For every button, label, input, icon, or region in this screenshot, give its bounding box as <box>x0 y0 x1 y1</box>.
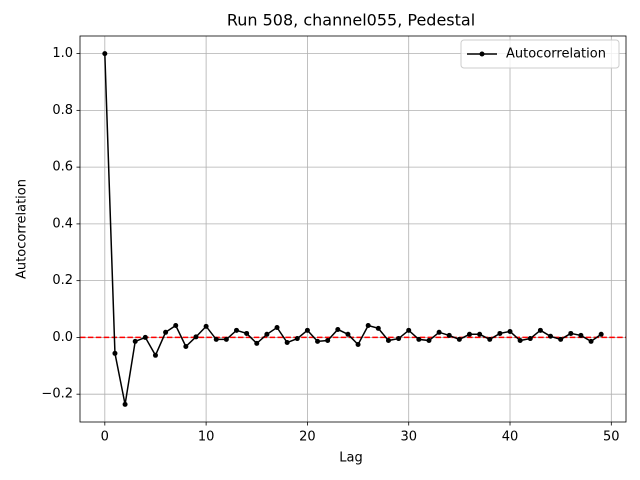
data-point <box>163 329 169 335</box>
data-point <box>304 327 310 333</box>
data-point <box>517 338 523 344</box>
chart-title: Run 508, channel055, Pedestal <box>227 11 475 30</box>
data-point <box>385 338 391 344</box>
data-point <box>406 327 412 333</box>
data-point <box>102 51 108 57</box>
x-tick-label: 50 <box>603 430 620 445</box>
plot-frame <box>79 35 627 423</box>
data-point <box>578 332 584 338</box>
y-tick-label: −0.2 <box>41 387 73 402</box>
data-point <box>152 352 158 358</box>
x-axis-label: Lag <box>339 451 362 466</box>
data-point <box>284 340 290 346</box>
y-axis-label: Autocorrelation <box>15 179 30 279</box>
data-point <box>223 336 229 342</box>
data-point <box>487 336 493 342</box>
data-point <box>456 336 462 342</box>
data-point <box>497 330 503 336</box>
data-point <box>254 340 260 346</box>
y-tick-label: 1.0 <box>52 46 73 61</box>
data-point <box>213 336 219 342</box>
x-tick-label: 40 <box>502 430 519 445</box>
data-point <box>142 334 148 340</box>
data-point <box>598 331 604 337</box>
legend: Autocorrelation <box>460 39 620 69</box>
data-point <box>507 328 513 334</box>
data-point <box>335 326 341 332</box>
data-point <box>203 323 209 329</box>
data-point <box>183 344 189 350</box>
legend-label: Autocorrelation <box>506 47 606 62</box>
data-point <box>345 331 351 337</box>
data-point <box>325 338 331 344</box>
data-point <box>112 350 118 356</box>
data-point <box>426 338 432 344</box>
data-point <box>436 329 442 335</box>
y-tick-label: 0.0 <box>52 330 73 345</box>
y-tick-label: 0.8 <box>52 103 73 118</box>
data-point <box>548 333 554 339</box>
data-point <box>477 331 483 337</box>
data-point <box>274 324 280 330</box>
x-tick-label: 0 <box>101 430 109 445</box>
y-tick-label: 0.2 <box>52 273 73 288</box>
data-point <box>315 338 321 344</box>
data-point <box>264 331 270 337</box>
x-tick-label: 10 <box>198 430 215 445</box>
data-point <box>527 336 533 342</box>
data-point <box>193 334 199 340</box>
y-tick-label: 0.4 <box>52 216 73 231</box>
data-point <box>132 338 138 344</box>
y-tick-label: 0.6 <box>52 160 73 175</box>
data-point <box>365 323 371 328</box>
legend-box <box>460 39 620 69</box>
data-point <box>396 336 402 342</box>
data-point <box>234 327 240 333</box>
data-point <box>446 332 452 338</box>
legend-marker <box>479 51 485 57</box>
data-point <box>244 330 250 336</box>
data-point <box>558 336 564 342</box>
x-tick-label: 20 <box>299 430 316 445</box>
data-point <box>122 401 128 407</box>
data-point <box>537 327 543 333</box>
x-tick-label: 30 <box>400 430 417 445</box>
data-point <box>355 342 361 348</box>
data-point <box>466 331 472 337</box>
data-point <box>173 323 179 328</box>
data-point <box>588 338 594 344</box>
data-point <box>294 336 300 342</box>
data-point <box>416 336 422 342</box>
data-point <box>568 330 574 336</box>
data-point <box>375 325 381 331</box>
